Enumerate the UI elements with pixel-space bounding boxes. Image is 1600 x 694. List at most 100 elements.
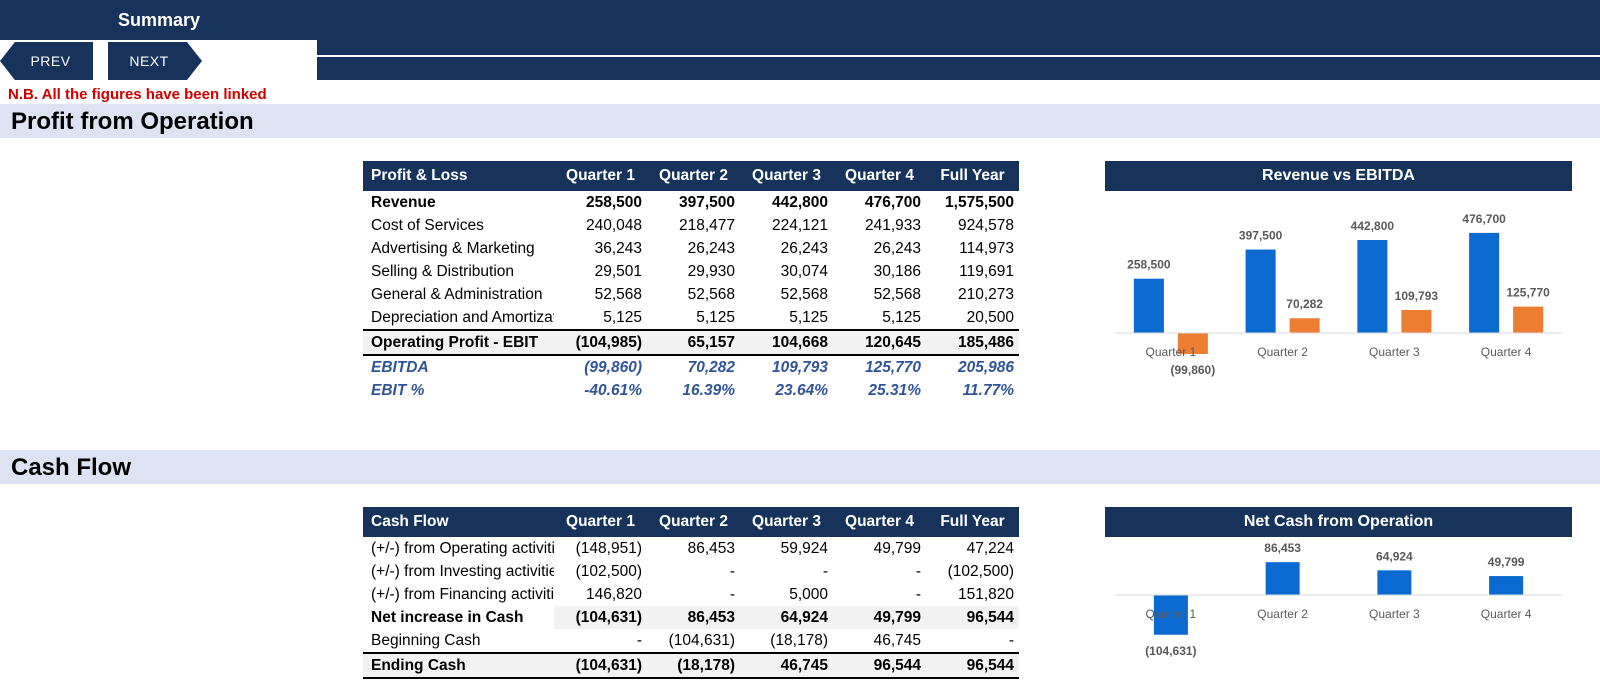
- category-label: Quarter 4: [1481, 345, 1532, 359]
- prev-button[interactable]: PREV: [0, 42, 93, 80]
- table-row: (+/-) from Financing activities 146,820 - 5…: [363, 583, 1019, 606]
- bar: [1245, 249, 1276, 333]
- cell-value: 52,568: [594, 285, 642, 303]
- column-header: Full Year: [926, 161, 1019, 191]
- cell-value: 20,500: [966, 308, 1014, 326]
- chart-title: Revenue vs EBITDA: [1105, 161, 1572, 191]
- cash-flow-table: Cash Flow Quarter 1 Quarter 2 Quarter 3 Quar…: [363, 507, 1019, 679]
- cell-value: (102,500): [947, 562, 1014, 580]
- section-profit-from-operation: Profit from Operation: [0, 104, 1600, 138]
- cell-value: 224,121: [771, 216, 828, 234]
- cell-value: -: [915, 562, 921, 580]
- row-label: (+/-) from Operating activities: [371, 539, 554, 557]
- cell-value: (104,631): [554, 652, 647, 679]
- row-label: (+/-) from Financing activities: [371, 585, 554, 603]
- cell-value: 120,645: [833, 329, 926, 356]
- data-label: 258,500: [1127, 258, 1171, 272]
- cell-value: 70,282: [687, 358, 735, 376]
- cell-value: 29,501: [594, 262, 642, 280]
- cell-value: (18,178): [770, 631, 828, 649]
- table-row: Ending Cash (104,631) (18,178) 46,745 96,544…: [363, 652, 1019, 679]
- cell-value: 104,668: [740, 329, 833, 356]
- table-row: (+/-) from Operating activities (148,951)…: [363, 537, 1019, 560]
- data-label: 86,453: [1264, 541, 1301, 555]
- cell-value: -: [729, 585, 735, 603]
- row-label: Selling & Distribution: [371, 262, 515, 280]
- bar: [1513, 306, 1544, 333]
- cell-value: -: [915, 585, 921, 603]
- cell-value: (102,500): [575, 562, 642, 580]
- cell-value: 46,745: [873, 631, 921, 649]
- row-label: General & Administration: [371, 285, 543, 303]
- column-header: Quarter 2: [647, 161, 740, 191]
- section-title: Profit from Operation: [11, 108, 254, 135]
- column-header: Quarter 2: [647, 507, 740, 537]
- row-label: (+/-) from Investing activities: [371, 562, 554, 580]
- cell-value: (99,860): [584, 358, 642, 376]
- cell-value: 11.77%: [962, 381, 1014, 399]
- data-label: 397,500: [1239, 229, 1283, 243]
- bar: [1289, 318, 1320, 333]
- row-label: Cost of Services: [371, 216, 484, 234]
- cell-value: 924,578: [957, 216, 1014, 234]
- cell-value: 29,930: [687, 262, 735, 280]
- row-label: Beginning Cash: [371, 631, 481, 649]
- table-row: General & Administration 52,568 52,568 52,5…: [363, 283, 1019, 306]
- table-row: Selling & Distribution 29,501 29,930 30,074…: [363, 260, 1019, 283]
- cell-value: 1,575,500: [945, 193, 1014, 211]
- linked-figures-note: N.B. All the figures have been linked: [8, 86, 267, 103]
- cell-value: 30,186: [873, 262, 921, 280]
- cell-value: 5,125: [696, 308, 735, 326]
- cell-value: (18,178): [647, 652, 740, 679]
- cell-value: 5,125: [789, 308, 828, 326]
- table-row: Depreciation and Amortization 5,125 5,125 5…: [363, 306, 1019, 330]
- cell-value: 64,924: [740, 606, 833, 629]
- cell-value: 185,486: [926, 329, 1019, 356]
- section-title: Cash Flow: [11, 454, 132, 481]
- row-label: Net increase in Cash: [371, 608, 524, 626]
- cell-value: 442,800: [771, 193, 828, 211]
- row-label: EBIT %: [371, 381, 425, 399]
- table-title-header: Cash Flow: [363, 507, 554, 537]
- category-label: Quarter 4: [1481, 607, 1532, 621]
- cell-value: -: [822, 562, 828, 580]
- cell-value: 36,243: [594, 239, 642, 257]
- bar: [1265, 562, 1300, 595]
- cell-value: 59,924: [780, 539, 828, 557]
- cell-value: 151,820: [957, 585, 1014, 603]
- bar: [1357, 240, 1388, 333]
- table-row: (+/-) from Investing activities (102,500)…: [363, 560, 1019, 583]
- next-button[interactable]: NEXT: [108, 42, 202, 80]
- bar: [1401, 309, 1432, 333]
- bar: [1153, 595, 1188, 635]
- column-header: Quarter 3: [740, 507, 833, 537]
- row-label: Operating Profit - EBIT: [363, 329, 554, 356]
- cell-value: 96,544: [926, 606, 1019, 629]
- column-header: Quarter 3: [740, 161, 833, 191]
- cell-value: 5,125: [603, 308, 642, 326]
- category-label: Quarter 2: [1257, 607, 1308, 621]
- cell-value: (104,631): [668, 631, 735, 649]
- net-cash-from-operation-chart: (104,631) 86,453 64,924 49,799 Quarter 1 Quar…: [1115, 541, 1562, 658]
- table-row: Cost of Services 240,048 218,477 224,121 241…: [363, 214, 1019, 237]
- cell-value: 109,793: [771, 358, 828, 376]
- cell-value: (104,985): [554, 329, 647, 356]
- cell-value: 205,986: [957, 358, 1014, 376]
- cell-value: 397,500: [678, 193, 735, 211]
- category-label: Quarter 1: [1146, 607, 1197, 621]
- cell-value: 258,500: [585, 193, 642, 211]
- bar: [1377, 570, 1412, 595]
- section-cash-flow: Cash Flow: [0, 450, 1600, 484]
- cell-value: 52,568: [873, 285, 921, 303]
- cell-value: 86,453: [687, 539, 735, 557]
- data-label: (104,631): [1145, 644, 1196, 658]
- cell-value: 476,700: [864, 193, 921, 211]
- cell-value: -: [1008, 631, 1014, 649]
- cell-value: 30,074: [780, 262, 828, 280]
- cell-value: -: [636, 631, 642, 649]
- data-label: 64,924: [1376, 549, 1413, 563]
- cell-value: 47,224: [966, 539, 1014, 557]
- cell-value: 96,544: [926, 652, 1019, 679]
- cell-value: 52,568: [780, 285, 828, 303]
- bar: [1469, 232, 1500, 333]
